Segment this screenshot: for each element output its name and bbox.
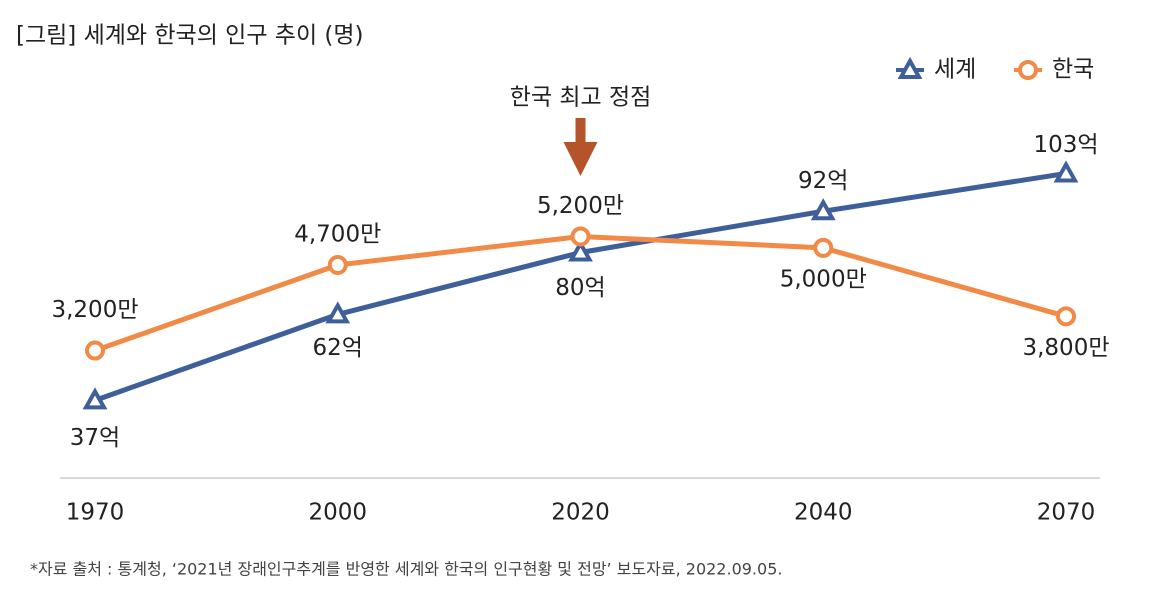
point-marker	[1053, 160, 1079, 183]
point-marker	[1056, 306, 1076, 327]
x-tick-label: 1970	[66, 500, 125, 526]
point-marker	[897, 56, 923, 79]
point-marker	[327, 254, 348, 275]
data-label: 37억	[70, 425, 120, 451]
data-label: 3,200만	[51, 297, 138, 323]
x-tick-label: 2070	[1037, 500, 1096, 526]
chart-title: [그림] 세계와 한국의 인구 추이 (명)	[16, 23, 364, 49]
legend-label: 세계	[934, 57, 976, 83]
x-tick-label: 2000	[308, 500, 367, 526]
point-marker	[813, 237, 834, 258]
point-marker	[568, 239, 593, 262]
legend-label: 한국	[1052, 57, 1094, 83]
data-label: 5,200만	[537, 193, 624, 219]
annotation: 한국 최고 정점	[510, 85, 652, 111]
data-label: 62억	[313, 335, 363, 361]
data-label: 80억	[555, 275, 605, 301]
point-marker	[325, 301, 351, 324]
annotation-arrow	[563, 118, 598, 176]
point-marker	[82, 387, 108, 410]
data-label: 103억	[1033, 132, 1098, 158]
data-label: 3,800만	[1022, 335, 1109, 361]
data-label: 92억	[798, 168, 848, 194]
data-label: 4,700만	[294, 221, 381, 247]
x-tick-label: 2020	[551, 500, 610, 526]
x-tick-label: 2040	[794, 500, 853, 526]
data-label: 5,000만	[780, 266, 867, 292]
point-marker	[85, 340, 105, 361]
point-marker	[810, 198, 836, 221]
source-note: *자료 출처 : 통계청, ‘2021년 장래인구추계를 반영한 세계와 한국의…	[30, 560, 782, 579]
point-marker	[1018, 60, 1038, 80]
point-marker	[570, 226, 591, 247]
